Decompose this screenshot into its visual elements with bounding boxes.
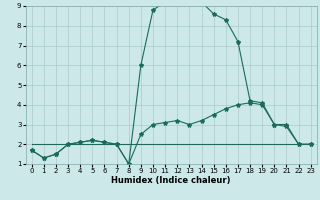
X-axis label: Humidex (Indice chaleur): Humidex (Indice chaleur) xyxy=(111,176,231,185)
